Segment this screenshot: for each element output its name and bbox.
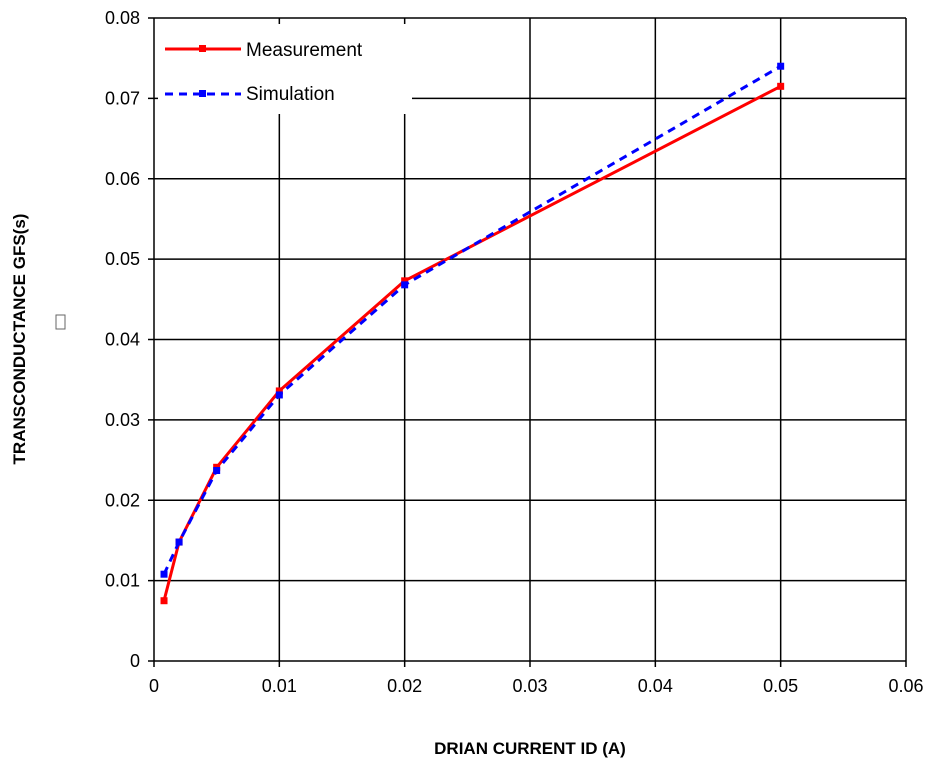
y-tick-labels: 0 0.01 0.02 0.03 0.04 0.05 0.06 0.07 0.08 <box>105 8 140 671</box>
x-tick-label: 0.02 <box>387 676 422 696</box>
axes <box>148 17 907 667</box>
legend-marker-simulation <box>199 90 206 97</box>
legend-marker-measurement <box>199 45 206 52</box>
x-tick-label: 0 <box>149 676 159 696</box>
series-line-simulation <box>162 64 782 575</box>
x-tick-labels: 0 0.01 0.02 0.03 0.04 0.05 0.06 <box>149 676 924 696</box>
y-tick-label: 0.08 <box>105 8 140 28</box>
y-axis-title: TRANSCONDUCTANCE GFS(s) <box>10 214 29 465</box>
data-point-simulation <box>160 570 168 578</box>
y-tick-label: 0.06 <box>105 169 140 189</box>
data-point-measurement <box>275 387 283 395</box>
data-point-simulation <box>275 391 283 399</box>
data-point-measurement <box>401 277 409 285</box>
y-tick-label: 0.05 <box>105 249 140 269</box>
legend: Measurement Simulation <box>158 24 412 114</box>
data-point-measurement <box>160 597 168 605</box>
grid <box>154 17 907 661</box>
series-layer <box>160 62 785 605</box>
data-point-simulation <box>777 62 785 70</box>
y-tick-label: 0.04 <box>105 330 140 350</box>
x-axis-title: DRIAN CURRENT ID (A) <box>434 739 626 758</box>
x-tick-label: 0.03 <box>512 676 547 696</box>
data-point-measurement <box>777 82 785 90</box>
data-point-simulation <box>401 281 409 289</box>
legend-box <box>158 24 412 114</box>
y-tick-label: 0.02 <box>105 490 140 510</box>
x-tick-label: 0.05 <box>763 676 798 696</box>
legend-label-simulation: Simulation <box>246 84 335 105</box>
data-point-simulation <box>175 538 183 546</box>
x-tick-label: 0.06 <box>888 676 923 696</box>
y-tick-label: 0.01 <box>105 571 140 591</box>
x-tick-label: 0.04 <box>638 676 673 696</box>
data-point-simulation <box>213 467 221 475</box>
legend-label-measurement: Measurement <box>246 40 363 61</box>
tofu-glyph <box>55 314 66 330</box>
y-tick-label: 0.07 <box>105 88 140 108</box>
y-tick-label: 0 <box>130 651 140 671</box>
x-tick-label: 0.01 <box>262 676 297 696</box>
y-tick-label: 0.03 <box>105 410 140 430</box>
